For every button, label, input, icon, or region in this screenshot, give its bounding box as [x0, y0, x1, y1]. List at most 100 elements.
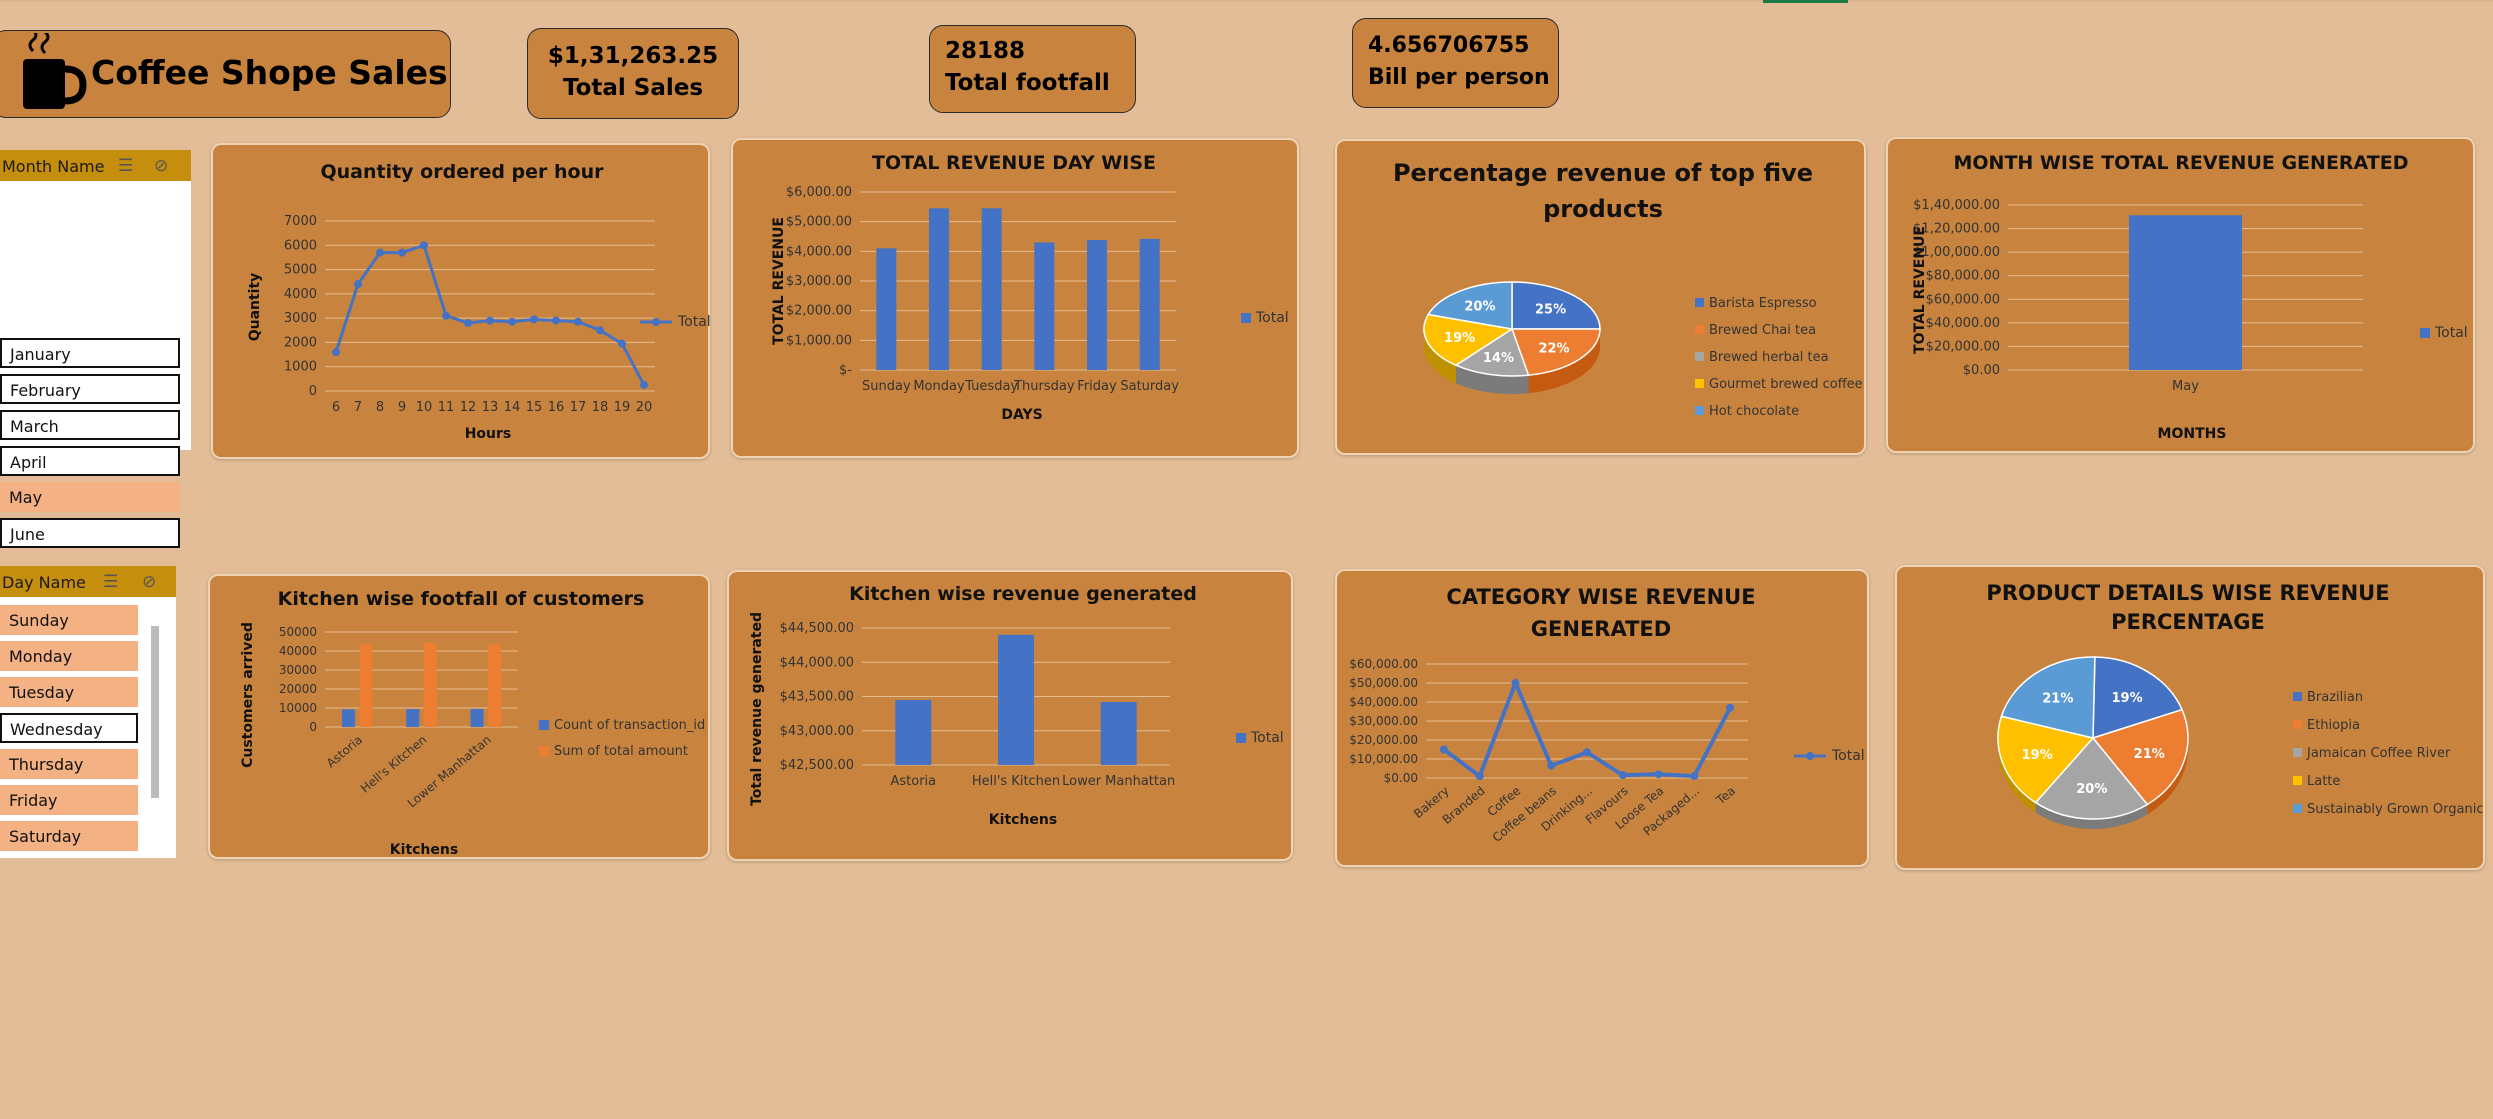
day-item-tuesday[interactable]: Tuesday	[0, 677, 138, 707]
day-item-thursday[interactable]: Thursday	[0, 749, 138, 779]
data-label-1: 21%	[2134, 747, 2165, 762]
legend-swatch	[1695, 352, 1704, 361]
y-tick-label: $40,000.00	[1349, 695, 1418, 709]
category-revenue-line-chart: CATEGORY WISE REVENUE GENERATED $0.00 $10,0…	[1349, 585, 1865, 845]
legend-label: Brewed herbal tea	[1709, 350, 1829, 365]
chart-quantity-per-hour[interactable]: Quantity ordered per hour 0 1000 2000 3000 40…	[211, 143, 711, 459]
data-label-4: 21%	[2042, 692, 2073, 707]
data-point-2	[376, 248, 384, 257]
data-point-2	[1511, 679, 1520, 687]
legend-label: Brewed Chai tea	[1709, 323, 1816, 338]
x-tick-label: 17	[570, 400, 587, 415]
multi-select-icon[interactable]: ☰	[118, 156, 134, 176]
y-tick-label: $2,000.00	[786, 304, 852, 319]
month-item-april[interactable]: April	[0, 446, 180, 476]
chart-title: Quantity ordered per hour	[320, 161, 604, 183]
x-axis-title: Kitchens	[989, 812, 1057, 828]
x-tick-label: Monday	[913, 379, 965, 394]
y-tick-label: $42,500.00	[780, 758, 854, 773]
data-point-1	[354, 280, 362, 289]
y-tick-label: $43,500.00	[780, 690, 854, 705]
slice-side-3	[1998, 716, 2036, 813]
chart-title: PRODUCT DETAILS WISE REVENUE	[1986, 581, 2389, 605]
chart-revenue-day-wise[interactable]: TOTAL REVENUE DAY WISE $- $1,000.00 $2,000.…	[731, 138, 1299, 458]
y-tick-label: $43,000.00	[780, 724, 854, 739]
multi-select-icon[interactable]: ☰	[103, 572, 119, 592]
legend-label: Brazilian	[2307, 690, 2363, 705]
y-tick-label: $0.00	[1384, 771, 1418, 785]
data-label-0: 19%	[2112, 691, 2143, 706]
clear-filter-icon[interactable]: ⊘	[142, 572, 157, 592]
month-slicer-header: Month Name ☰ ⊘	[0, 150, 191, 181]
x-tick-label: Astoria	[324, 733, 365, 771]
day-item-saturday[interactable]: Saturday	[0, 821, 138, 851]
data-point-8	[1726, 703, 1735, 712]
y-tick-label: 0	[309, 384, 317, 399]
y-axis-title: Quantity	[247, 273, 263, 342]
data-point-10	[552, 316, 560, 325]
y-tick-label: $5,000.00	[786, 215, 852, 230]
legend-label: Ethiopia	[2307, 718, 2360, 733]
data-point-12	[596, 326, 604, 335]
legend-label: Gourmet brewed coffee	[1709, 377, 1863, 392]
bar-day-0-1	[929, 208, 949, 370]
day-item-monday[interactable]: Monday	[0, 641, 138, 671]
bar-footfall-1-0	[359, 644, 373, 727]
day-item-wednesday[interactable]: Wednesday	[0, 713, 138, 743]
chart-title: CATEGORY WISE REVENUE	[1446, 585, 1755, 609]
chart-title: Percentage revenue of top five	[1393, 159, 1813, 187]
month-item-january[interactable]: January	[0, 338, 180, 368]
chart-kitchen-footfall[interactable]: Kitchen wise footfall of customers 0 10000…	[208, 574, 710, 859]
slicer-scrollbar[interactable]	[151, 626, 159, 798]
legend-label: Total	[1831, 748, 1865, 764]
clear-filter-icon[interactable]: ⊘	[154, 156, 169, 176]
month-item-june[interactable]: June	[0, 518, 180, 548]
month-item-may[interactable]: May	[0, 482, 180, 512]
day-item-friday[interactable]: Friday	[0, 785, 138, 815]
month-slicer: Month Name ☰ ⊘ January February March Ap…	[0, 150, 191, 548]
slicer-title: Day Name	[2, 573, 86, 592]
bar-kitrev-0-2	[1100, 701, 1137, 765]
kpi-value: 28188	[945, 38, 1026, 64]
product-details-pie-chart: PRODUCT DETAILS WISE REVENUE PERCENTAGE 19…	[1986, 581, 2484, 829]
y-tick-label: 30000	[279, 663, 317, 677]
bar-footfall-0-2	[470, 708, 484, 727]
y-tick-label: $-	[839, 363, 852, 378]
month-item-march[interactable]: March	[0, 410, 180, 440]
data-point-7	[486, 316, 494, 325]
chart-category-revenue[interactable]: CATEGORY WISE REVENUE GENERATED $0.00 $10,0…	[1335, 569, 1869, 867]
chart-title: Kitchen wise revenue generated	[849, 583, 1197, 605]
kpi-label: Total footfall	[945, 70, 1110, 96]
chart-kitchen-revenue[interactable]: Kitchen wise revenue generated $42,500.00…	[727, 570, 1293, 861]
legend-swatch	[2293, 692, 2302, 701]
y-tick-label: $1,40,000.00	[1913, 198, 2000, 213]
chart-product-details[interactable]: PRODUCT DETAILS WISE REVENUE PERCENTAGE 19…	[1895, 565, 2485, 870]
legend-swatch	[2293, 748, 2302, 757]
month-item-february[interactable]: February	[0, 374, 180, 404]
slice-side-1	[1528, 329, 1600, 394]
series-line	[334, 243, 646, 386]
pie-slice-3	[1423, 313, 1515, 367]
bar-day-0-3	[1034, 242, 1055, 370]
y-axis-title: Customers arrived	[240, 622, 256, 768]
x-tick-label: 8	[376, 400, 384, 415]
legend-label: Total	[2434, 325, 2468, 341]
day-item-sunday[interactable]: Sunday	[0, 605, 138, 635]
kpi-label: Total Sales	[562, 75, 704, 101]
x-tick-label: 6	[332, 400, 340, 415]
x-tick-label: Hell's Kitchen	[972, 774, 1060, 789]
chart-month-wise-revenue[interactable]: MONTH WISE TOTAL REVENUE GENERATED $0.00 $…	[1886, 137, 2475, 453]
chart-top-five-products[interactable]: Percentage revenue of top five products 25…	[1335, 139, 1866, 455]
bar-footfall-1-1	[423, 642, 437, 727]
bar-footfall-0-0	[341, 709, 355, 727]
pie-slice-4	[2000, 656, 2096, 739]
data-point-5	[1618, 771, 1627, 780]
bar-day-0-5	[1139, 238, 1160, 370]
legend-swatch	[1695, 298, 1704, 307]
y-tick-label: $4,000.00	[786, 244, 852, 259]
bar-footfall-0-1	[406, 709, 420, 727]
y-tick-label: $1,20,000.00	[1913, 222, 2000, 237]
legend-swatch	[1695, 325, 1704, 334]
y-tick-label: $30,000.00	[1349, 714, 1418, 728]
data-point-6	[464, 319, 472, 327]
